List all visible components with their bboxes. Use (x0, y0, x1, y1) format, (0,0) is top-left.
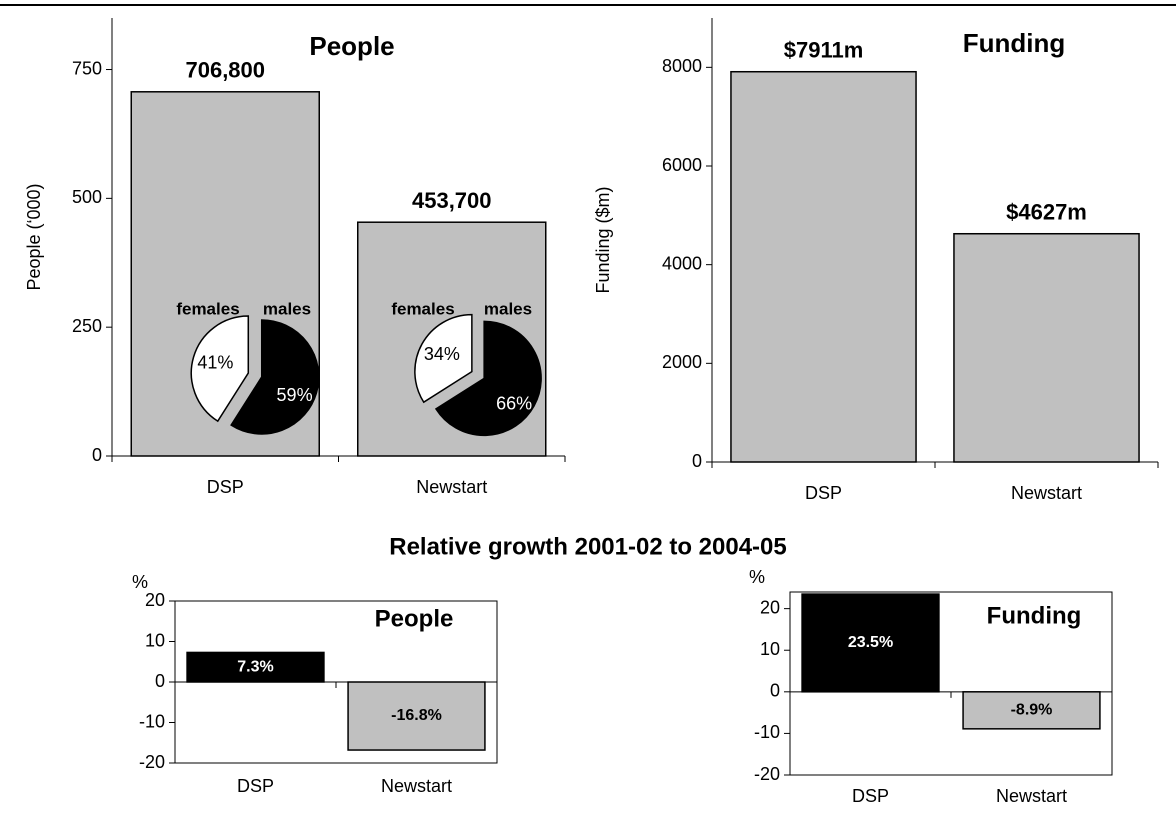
y-tick-label: -20 (754, 764, 780, 784)
pie-slice (434, 320, 542, 437)
y-tick-label: 10 (145, 630, 165, 650)
bar (953, 232, 1140, 463)
value-label: $4627m (1006, 200, 1087, 225)
y-axis-label: % (132, 572, 148, 592)
value-label: $7911m (784, 38, 864, 63)
y-tick-label: 0 (155, 671, 165, 691)
value-label: 706,800 (185, 58, 265, 83)
section-heading: Relative growth 2001-02 to 2004-05 (389, 533, 787, 560)
x-tick-label: Newstart (381, 776, 452, 796)
y-tick-label: -10 (139, 711, 165, 731)
y-tick-label: -10 (754, 722, 780, 742)
chart-title: People (375, 605, 454, 632)
value-label: -16.8% (391, 707, 442, 724)
y-tick-label: 250 (72, 316, 102, 336)
pie-category-label: males (263, 299, 311, 318)
pie-value-label: 41% (197, 352, 233, 372)
value-label: 7.3% (237, 658, 273, 675)
y-axis-label: % (749, 567, 765, 587)
y-tick-label: 6000 (662, 155, 702, 175)
pie-slice (414, 313, 473, 404)
value-label: 453,700 (412, 188, 492, 213)
x-tick-label: Newstart (1011, 483, 1082, 503)
x-tick-label: DSP (237, 776, 274, 796)
pie-slice (230, 319, 320, 435)
pie-slice (190, 315, 250, 423)
bar (730, 70, 917, 463)
bar (347, 681, 486, 751)
y-tick-label: 500 (72, 187, 102, 207)
y-tick-label: 20 (760, 597, 780, 617)
y-tick-label: 0 (92, 445, 102, 465)
y-tick-label: 0 (692, 451, 702, 471)
bar (186, 651, 325, 683)
y-tick-label: 0 (770, 681, 780, 701)
x-tick-label: Newstart (996, 786, 1067, 806)
y-axis-label: Funding ($m) (593, 186, 613, 293)
chart-title: Funding (963, 28, 1066, 58)
y-tick-label: 8000 (662, 56, 702, 76)
y-axis-label: People (‘000) (24, 183, 44, 290)
x-tick-label: DSP (805, 483, 842, 503)
pie-category-label: females (176, 299, 239, 318)
x-tick-label: DSP (207, 477, 244, 497)
pie-value-label: 66% (496, 394, 532, 414)
bar (962, 691, 1101, 730)
chart-title: People (309, 31, 394, 61)
value-label: -8.9% (1011, 702, 1053, 719)
x-tick-label: DSP (852, 786, 889, 806)
y-tick-label: 750 (72, 58, 102, 78)
pie-category-label: females (391, 299, 454, 318)
y-tick-label: 20 (145, 590, 165, 610)
value-label: 23.5% (848, 634, 893, 651)
x-tick-label: Newstart (416, 477, 487, 497)
y-tick-label: -20 (139, 752, 165, 772)
pie-category-label: males (484, 299, 532, 318)
y-tick-label: 4000 (662, 253, 702, 273)
pie-value-label: 59% (277, 385, 313, 405)
y-tick-label: 2000 (662, 352, 702, 372)
chart-title: Funding (987, 602, 1082, 629)
pie-value-label: 34% (424, 344, 460, 364)
y-tick-label: 10 (760, 639, 780, 659)
